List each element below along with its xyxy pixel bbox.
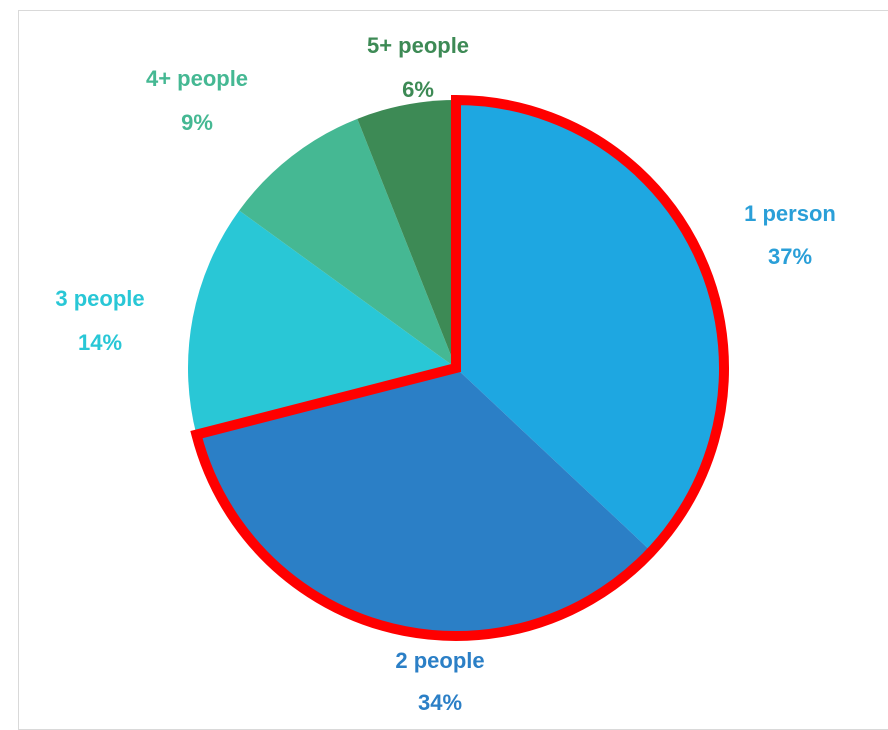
slice-5plus-people xyxy=(357,100,456,368)
label-4-people-percent: 9% xyxy=(181,110,213,135)
slice-4plus-people xyxy=(239,118,456,368)
pie-slices xyxy=(188,100,724,636)
label-1-person-name: 1 person xyxy=(744,201,836,226)
label-5-people-name: 5+ people xyxy=(367,33,469,58)
label-4-people-name: 4+ people xyxy=(146,66,248,91)
label-5-people-percent: 6% xyxy=(402,77,434,102)
slice-1-person xyxy=(456,100,724,552)
label-3-people-name: 3 people xyxy=(55,286,144,311)
slice-3-people xyxy=(188,210,456,435)
slice-labels: 1 person 37% 2 people 34% 3 people 14% 4… xyxy=(55,33,835,715)
highlight-outline xyxy=(190,94,729,641)
label-2-people-percent: 34% xyxy=(418,690,462,715)
label-2-people-name: 2 people xyxy=(395,648,484,673)
label-3-people-percent: 14% xyxy=(78,330,122,355)
label-1-person-percent: 37% xyxy=(768,244,812,269)
slice-2-people xyxy=(196,368,652,636)
